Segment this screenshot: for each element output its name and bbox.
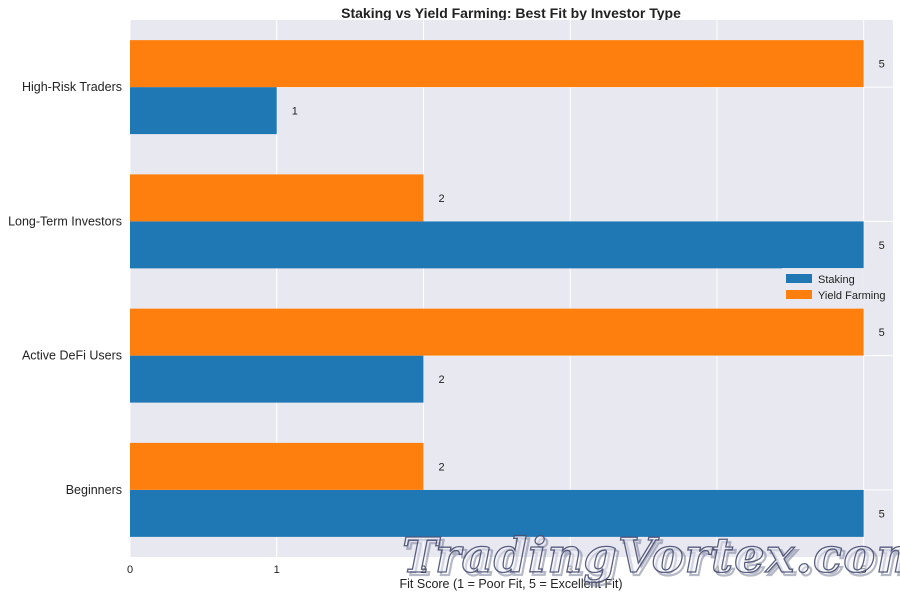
data-label: 2 (438, 193, 444, 205)
bar-staking (130, 355, 424, 403)
bar-staking (130, 87, 277, 135)
data-label: 5 (879, 240, 885, 252)
x-tick-label: 5 (861, 564, 867, 576)
y-tick-label: High-Risk Traders (22, 80, 122, 94)
bars (130, 40, 864, 537)
bar-yield-farming (130, 40, 864, 88)
data-label: 5 (879, 59, 885, 71)
data-label: 5 (879, 327, 885, 339)
x-axis-label: Fit Score (1 = Poor Fit, 5 = Excellent F… (400, 577, 623, 591)
chart-title: Staking vs Yield Farming: Best Fit by In… (341, 5, 681, 21)
x-tick-label: 0 (127, 564, 133, 576)
x-tick-label: 4 (714, 564, 720, 576)
legend: Staking Yield Farming (782, 268, 886, 308)
bar-yield-farming (130, 308, 864, 356)
y-axis-ticks: Beginners Active DeFi Users Long-Term Inve… (8, 80, 122, 497)
watermark-text: TradingVortex.com (402, 528, 900, 584)
x-axis-ticks: 0 1 2 3 4 5 (127, 564, 867, 576)
data-labels: 5 2 2 5 5 2 1 5 (292, 59, 885, 521)
data-label: 2 (438, 374, 444, 386)
legend-label: Yield Farming (818, 290, 885, 302)
legend-label: Staking (818, 274, 855, 286)
legend-swatch (786, 274, 812, 283)
watermark-shadow: TradingVortex.com (405, 531, 900, 587)
data-label: 1 (292, 106, 298, 118)
x-tick-label: 3 (567, 564, 573, 576)
data-label: 2 (438, 461, 444, 473)
data-label: 5 (879, 508, 885, 520)
bar-yield-farming (130, 442, 424, 490)
x-tick-label: 2 (420, 564, 426, 576)
bar-staking (130, 221, 864, 269)
y-tick-label: Long-Term Investors (8, 214, 122, 228)
legend-swatch (786, 290, 812, 299)
y-tick-label: Beginners (66, 483, 122, 497)
bar-staking (130, 489, 864, 537)
bar-yield-farming (130, 174, 424, 222)
x-tick-label: 1 (274, 564, 280, 576)
y-tick-label: Active DeFi Users (22, 349, 122, 363)
